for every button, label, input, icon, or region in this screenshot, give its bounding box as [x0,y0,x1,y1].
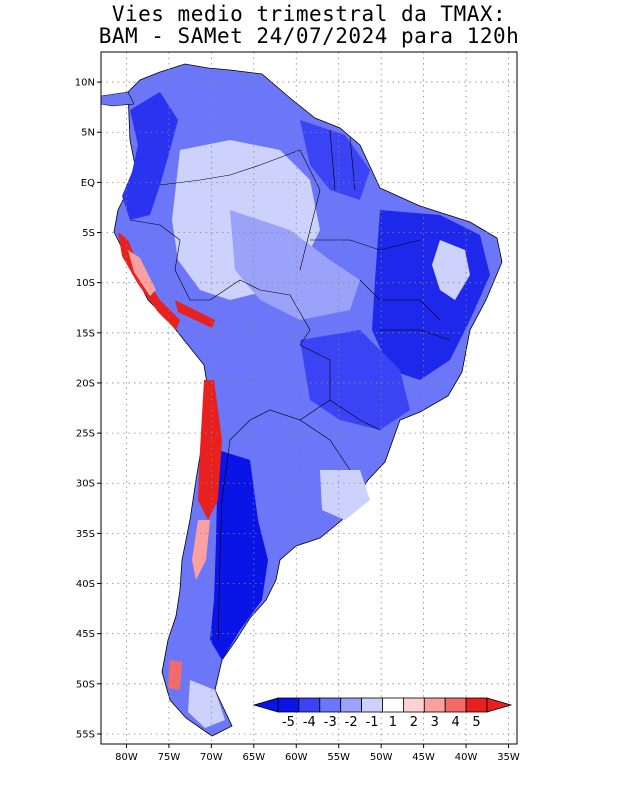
guianas-dark [300,120,370,200]
colorbar-swatch [444,697,467,713]
colorbar-swatch [402,697,425,713]
colorbar-swatch [361,697,383,713]
lat-tick-label: EQ [81,178,95,189]
lat-tick-label: 5N [81,128,95,139]
chile-andes-pink [192,520,210,580]
central-brazil [300,330,410,430]
tierra-del-fuego-pale [188,680,225,728]
colorbar-swatch [382,697,404,713]
argentina-mid [250,440,330,546]
land-field [101,63,503,737]
colorbar-label: 4 [452,715,460,730]
lon-tick-label: 45W [412,752,435,763]
colorbar-label: 2 [410,715,418,730]
colorbar-label: 3 [431,715,439,730]
andes-dark-band [122,92,178,220]
lon-tick-label: 50W [370,752,393,763]
colorbar-swatch [277,697,300,713]
country-borders [129,129,451,641]
axis-ticks: 10N 5N EQ 5S 10S 15S 20S 25S 30S 35S 40S 45S 50S 55S 8… [75,78,520,763]
colorbar-label: -4 [303,715,316,730]
colorbar: -5 -4 -3 -2 -1 1 2 3 4 5 [252,697,513,730]
colorbar-label: -1 [366,715,379,730]
lat-tick-label: 20S [76,378,95,389]
peru-coast-pink [128,250,156,296]
lat-tick-label: 10N [75,78,95,89]
map-frame [100,51,518,745]
lat-tick-label: 10S [76,278,95,289]
lon-tick-label: 80W [115,752,138,763]
lat-tick-label: 35S [76,529,95,540]
map-title-line2: BAM - SAMet 24/07/2024 para 120h [98,24,520,48]
lat-tick-label: 15S [76,328,95,339]
lat-tick-label: 5S [82,228,95,239]
lat-tick-label: 50S [76,679,95,690]
colorbar-low-arrow [252,697,279,713]
lon-tick-label: 75W [158,752,181,763]
colorbar-label: -3 [324,715,337,730]
lat-tick-label: 45S [76,629,95,640]
colorbar-swatch [340,697,363,713]
lat-tick-label: 55S [76,729,95,740]
lat-tick-label: 25S [76,429,95,440]
lon-tick-label: 60W [285,752,308,763]
colorbar-label: -2 [345,715,358,730]
lon-tick-label: 70W [200,752,223,763]
lon-tick-label: 40W [455,752,478,763]
south-patagonia-warm [168,660,182,690]
amazon-mid-region [230,210,360,320]
colorbar-label: -5 [282,715,295,730]
uruguay-pale [320,470,370,520]
map-title-line1: Vies medio trimestral da TMAX: [111,2,507,26]
colorbar-swatch [423,697,446,713]
gridlines [101,52,517,744]
colorbar-label: 1 [389,715,397,730]
lat-tick-label: 30S [76,479,95,490]
lon-tick-label: 35W [497,752,520,763]
northeast-brazil-pale-spots [432,240,470,300]
chile-andes-warm [198,380,222,520]
colorbar-label: 5 [472,715,480,730]
panama-isthmus [101,91,135,107]
colorbar-swatch [465,697,488,713]
lon-tick-label: 55W [327,752,350,763]
colorbar-swatch [298,697,321,713]
colorbar-high-arrow [486,697,513,713]
colorbar-swatch [319,697,342,713]
lon-tick-label: 65W [243,752,266,763]
bolivia-andes-warm [175,300,215,328]
lat-tick-label: 40S [76,579,95,590]
